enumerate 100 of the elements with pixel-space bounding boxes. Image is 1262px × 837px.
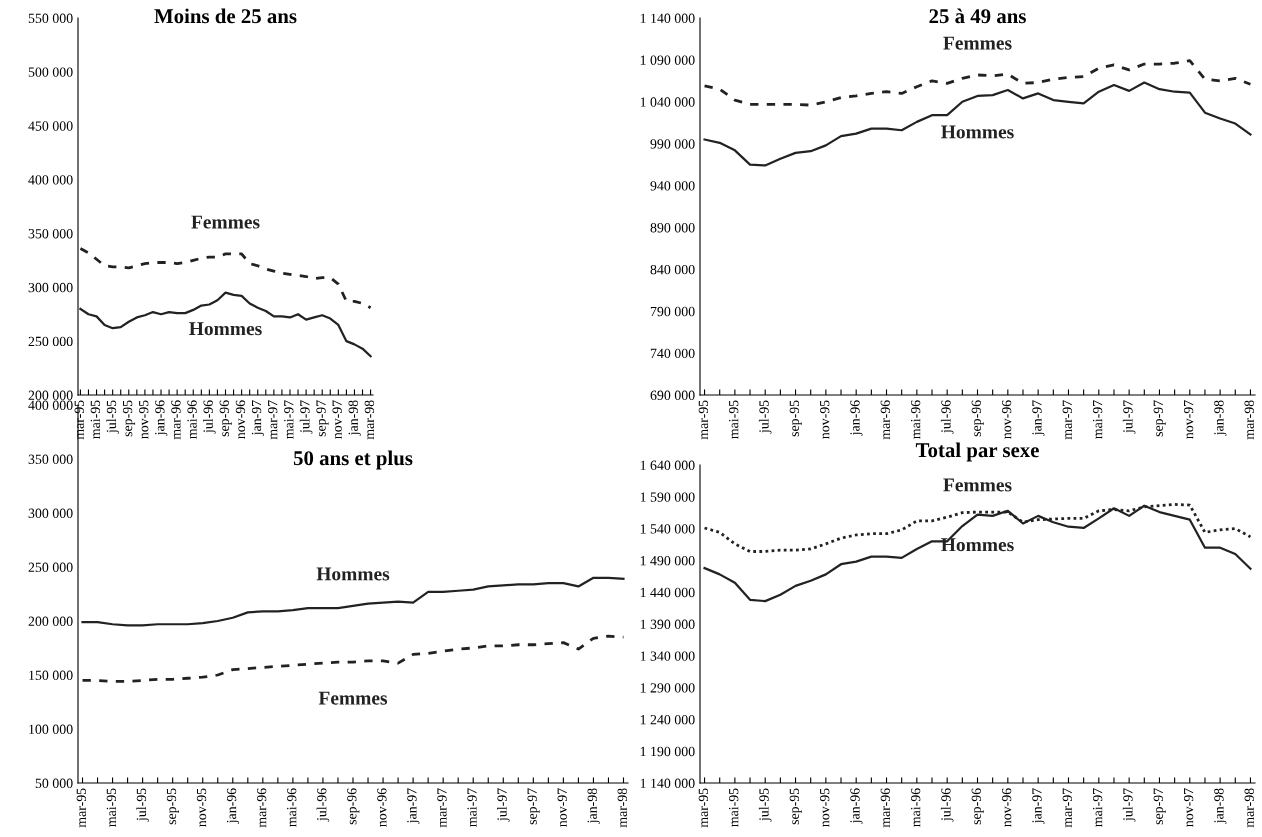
line-series (703, 81, 1252, 167)
x-tick-label: sep-97 (1153, 400, 1166, 437)
y-tick-label: 940 000 (650, 181, 695, 191)
x-tick-label: mai-95 (106, 788, 117, 827)
x-tick-label: nov-96 (1001, 400, 1012, 439)
x-tick-label: mai-97 (1092, 788, 1103, 827)
series-label: Hommes (941, 538, 1014, 552)
line-series (79, 247, 372, 310)
y-tick-label: 550 000 (28, 13, 73, 23)
y-tick-label: 400 000 (28, 175, 73, 185)
x-tick-label: mar-96 (880, 400, 890, 440)
x-tick-label: mar-96 (256, 788, 267, 828)
x-tick-label: sep-97 (1153, 788, 1166, 825)
x-tick-label: nov-97 (557, 788, 567, 827)
y-tick-label: 450 000 (28, 121, 73, 131)
line-series (79, 291, 372, 358)
y-tick-label: 790 000 (650, 306, 695, 317)
y-tick-label: 300 000 (28, 508, 73, 518)
y-tick-label: 990 000 (650, 139, 695, 149)
x-tick-label: mar-97 (1062, 400, 1072, 440)
y-tick-label: 1 090 000 (640, 55, 695, 65)
x-tick-label: jul-97 (1122, 400, 1136, 434)
y-tick-label: 1 140 000 (640, 778, 695, 788)
x-tick-label: jul-97 (1122, 788, 1136, 822)
x-tick-label: sep-95 (166, 788, 179, 825)
x-tick-label: jan-96 (850, 788, 863, 824)
x-tick-label: nov-95 (820, 400, 830, 439)
y-tick-label: 890 000 (650, 223, 695, 233)
x-tick-label: nov-97 (332, 400, 342, 439)
y-tick-label: 1 340 000 (640, 651, 695, 661)
x-tick-label: nov-97 (1183, 400, 1194, 439)
x-tick-label: sep-95 (789, 400, 802, 437)
x-tick-label: sep-97 (527, 788, 540, 825)
x-tick-label: jan-98 (1214, 788, 1227, 824)
x-tick-label: jan-96 (850, 400, 863, 436)
x-tick-label: mar-95 (76, 788, 86, 828)
x-tick-label: mar-95 (74, 400, 84, 440)
x-tick-label: jan-97 (1032, 788, 1045, 824)
x-tick-label: sep-95 (789, 788, 802, 825)
series-label: Femmes (318, 691, 388, 705)
x-tick-label: mar-96 (171, 400, 181, 440)
y-tick-label: 200 000 (28, 390, 73, 400)
chart-title: Moins de 25 ans (154, 8, 297, 24)
series-label: Hommes (189, 322, 262, 336)
y-tick-label: 1 140 000 (640, 13, 695, 23)
x-tick-label: jul-97 (299, 400, 313, 434)
x-tick-label: jul-96 (940, 400, 954, 434)
x-tick-label: nov-96 (235, 400, 246, 439)
x-tick-label: mar-98 (617, 788, 627, 828)
y-tick-label: 300 000 (28, 282, 73, 293)
x-tick-label: nov-95 (196, 788, 207, 827)
y-tick-label: 150 000 (29, 670, 73, 680)
x-tick-label: jan-98 (587, 788, 600, 824)
x-tick-label: mai-96 (187, 400, 197, 439)
x-tick-label: sep-96 (971, 400, 984, 437)
x-tick-label: jul-95 (758, 400, 772, 434)
x-tick-label: mar-97 (1062, 788, 1072, 828)
x-tick-label: jan-97 (1032, 400, 1045, 436)
line-series (703, 504, 1252, 603)
y-tick-label: 250 000 (28, 336, 73, 347)
y-tick-label: 1 590 000 (640, 492, 695, 502)
x-tick-label: mar-97 (437, 788, 447, 828)
y-tick-label: 100 000 (29, 724, 73, 734)
x-tick-label: mar-98 (364, 400, 375, 440)
x-tick-label: jul-97 (496, 788, 510, 822)
series-label: Hommes (316, 567, 390, 581)
x-tick-label: sep-96 (347, 788, 360, 825)
y-tick-label: 840 000 (650, 264, 695, 275)
x-tick-label: mai-97 (284, 400, 294, 439)
x-tick-label: mai-96 (910, 788, 921, 827)
x-tick-label: jul-95 (136, 788, 149, 822)
y-tick-label: 1 640 000 (640, 460, 695, 470)
x-tick-label: jan-97 (407, 788, 420, 824)
y-tick-label: 500 000 (28, 67, 73, 77)
y-tick-label: 200 000 (28, 616, 73, 626)
x-tick-label: nov-97 (1183, 788, 1194, 827)
x-tick-label: jul-96 (316, 788, 330, 822)
x-tick-label: mar-98 (1244, 400, 1254, 440)
x-tick-label: jul-95 (758, 788, 772, 822)
chart-title: Total par sexe (915, 442, 1039, 462)
x-tick-label: mar-96 (880, 788, 890, 828)
x-tick-label: nov-95 (820, 788, 830, 827)
x-tick-label: mar-97 (268, 400, 278, 440)
series-label: Femmes (943, 36, 1012, 50)
chart-title: 25 à 49 ans (929, 8, 1026, 24)
x-tick-label: mai-95 (729, 400, 739, 439)
y-tick-label: 1 490 000 (640, 555, 695, 566)
y-tick-label: 1 440 000 (640, 587, 695, 598)
x-tick-label: nov-96 (1001, 788, 1012, 827)
x-tick-label: jul-96 (203, 400, 216, 434)
series-label: Hommes (941, 125, 1014, 139)
y-tick-label: 1 240 000 (640, 714, 695, 725)
y-tick-label: 690 000 (650, 390, 695, 400)
y-tick-label: 1 040 000 (640, 97, 695, 107)
series-label: Femmes (943, 478, 1012, 492)
y-tick-label: 50 000 (35, 778, 73, 788)
x-tick-label: nov-96 (377, 788, 387, 827)
y-tick-label: 350 000 (28, 229, 73, 239)
x-tick-label: nov-95 (139, 400, 149, 439)
x-tick-label: mai-95 (729, 788, 739, 827)
